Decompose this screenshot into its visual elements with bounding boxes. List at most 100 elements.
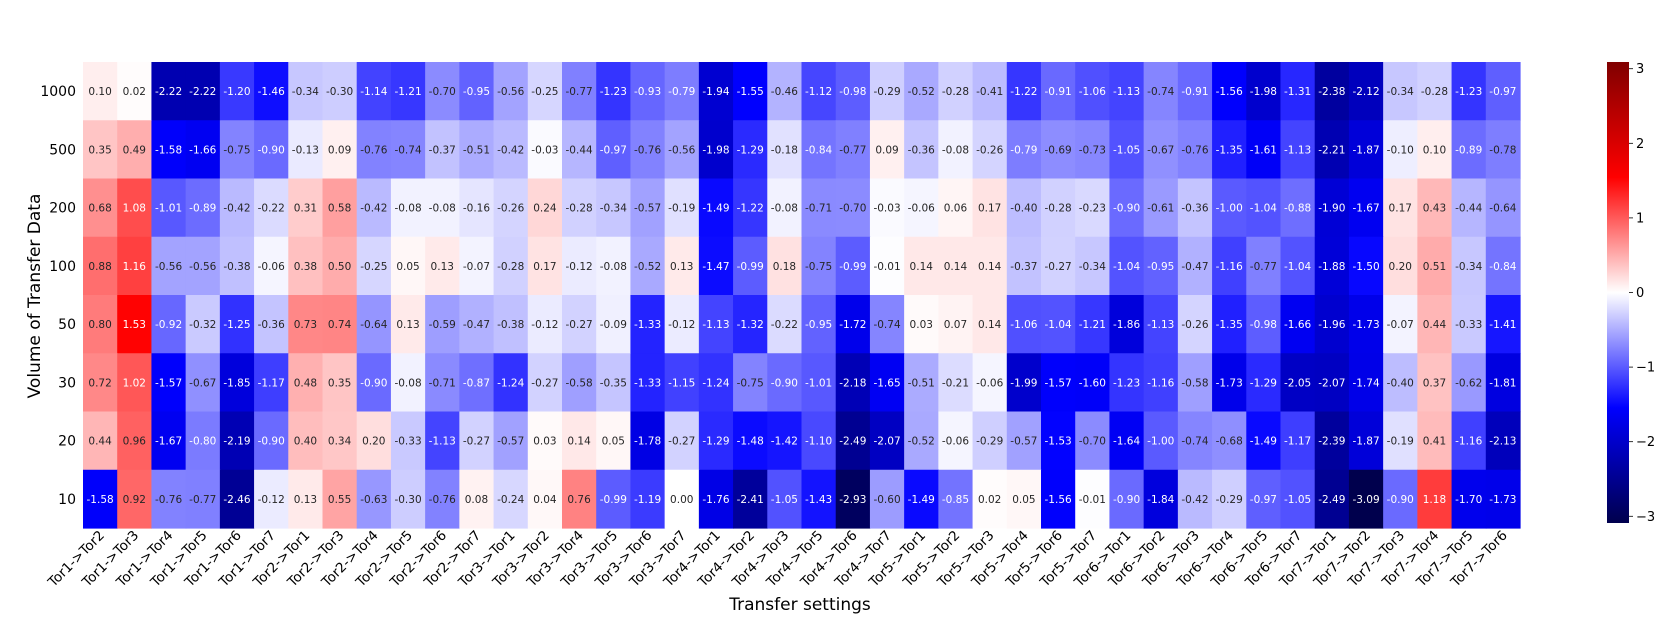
cell-value-label: -0.64 [1489, 203, 1516, 215]
cell-value-label: -0.91 [1181, 86, 1208, 98]
heatmap-cell [801, 236, 837, 296]
cell-value-label: -0.36 [908, 144, 935, 156]
cell-value-label: -1.16 [1216, 261, 1243, 273]
cell-value-label: 0.35 [88, 144, 111, 156]
heatmap-cell [459, 411, 495, 471]
cell-value-label: -0.67 [1147, 144, 1174, 156]
cell-value-label: -0.28 [566, 203, 593, 215]
heatmap-cell [117, 178, 153, 238]
cell-value-label: 0.68 [88, 203, 111, 215]
cell-value-label: -0.73 [1079, 144, 1106, 156]
cell-value-label: -0.27 [531, 377, 558, 389]
heatmap-cell [356, 120, 392, 180]
cell-value-label: -0.76 [634, 144, 661, 156]
heatmap-cell [254, 469, 289, 529]
cell-value-label: -0.84 [1489, 261, 1516, 273]
heatmap-cell [1212, 120, 1247, 180]
heatmap-cell [1109, 236, 1145, 296]
heatmap-cell [322, 411, 358, 471]
heatmap-cell [151, 62, 187, 121]
heatmap-cell [390, 178, 426, 238]
cell-value-label: -0.90 [1113, 494, 1140, 506]
cell-value-label: -0.61 [1147, 203, 1174, 215]
heatmap-cell [562, 178, 597, 238]
heatmap-cell [562, 469, 597, 529]
cell-value-label: -0.52 [634, 261, 661, 273]
cell-value-label: -1.12 [805, 86, 832, 98]
heatmap-cell [869, 120, 905, 180]
heatmap-cell [1246, 411, 1282, 471]
cell-value-label: -0.08 [600, 261, 627, 273]
cell-value-label: -1.04 [1113, 261, 1140, 273]
heatmap-cell [527, 295, 563, 354]
cell-value-label: -0.77 [566, 86, 593, 98]
cell-value-label: -0.74 [394, 144, 421, 156]
heatmap-cell [1177, 178, 1213, 238]
heatmap-cell [1485, 178, 1521, 238]
cell-value-label: -0.47 [463, 319, 490, 331]
heatmap-cell [185, 469, 221, 529]
heatmap-cell [356, 62, 392, 121]
heatmap-cell [698, 120, 734, 180]
cell-value-label: -1.66 [189, 144, 216, 156]
cell-value-label: -0.06 [908, 203, 935, 215]
heatmap-cell [1246, 62, 1282, 121]
y-tick-labels: 1000 500 200 100 50 30 20 10 [40, 84, 76, 508]
cell-value-label: -1.00 [1216, 203, 1243, 215]
cell-value-label: -0.52 [908, 86, 935, 98]
cell-value-label: -0.59 [429, 319, 456, 331]
cell-value-label: -1.35 [1216, 144, 1243, 156]
heatmap-cell [425, 353, 460, 413]
cell-value-label: -1.53 [1045, 436, 1072, 448]
heatmap-cell [698, 469, 734, 529]
cell-value-label: -0.28 [1421, 86, 1448, 98]
cell-value-label: -1.78 [634, 436, 661, 448]
cell-value-label: -0.30 [326, 86, 353, 98]
heatmap-cell [630, 62, 666, 121]
cell-value-label: -1.70 [1455, 494, 1482, 506]
heatmap-cell [219, 178, 255, 238]
cell-value-label: -0.60 [873, 494, 900, 506]
heatmap-cell [562, 353, 597, 413]
heatmap-cell [1109, 178, 1145, 238]
heatmap-cell [493, 62, 529, 121]
cell-value-label: -3.09 [1352, 494, 1379, 506]
cell-value-label: -0.89 [189, 203, 216, 215]
cell-value-label: -0.34 [600, 203, 627, 215]
cell-value-label: -0.79 [668, 86, 695, 98]
heatmap-cell [1006, 178, 1042, 238]
heatmap-cell [1212, 295, 1247, 354]
heatmap-cell [1348, 353, 1384, 413]
cell-value-label: -1.57 [155, 377, 182, 389]
cell-value-label: -1.42 [771, 436, 798, 448]
cell-value-label: -0.95 [805, 319, 832, 331]
cell-value-label: -0.07 [1387, 319, 1414, 331]
heatmap-cell [767, 469, 803, 529]
cell-value-label: 0.76 [567, 494, 591, 506]
heatmap-cell [254, 178, 289, 238]
cell-value-label: 0.58 [328, 203, 351, 215]
cell-value-label: -0.34 [292, 86, 319, 98]
heatmap-cell [835, 411, 871, 471]
heatmap-cell [1006, 411, 1042, 471]
cell-value-label: -0.76 [429, 494, 456, 506]
heatmap-cell [459, 295, 495, 354]
cell-value-label: -1.49 [702, 203, 729, 215]
heatmap-cell [630, 120, 666, 180]
heatmap-cell [288, 62, 324, 121]
heatmap-cell [1451, 353, 1487, 413]
heatmap-cell [1383, 353, 1418, 413]
heatmap-cell [1383, 62, 1418, 121]
heatmap-cell [904, 178, 939, 238]
heatmap-cell [1417, 62, 1453, 121]
heatmap-cell [425, 469, 460, 529]
heatmap-cell [869, 236, 905, 296]
cell-value-label: -0.27 [566, 319, 593, 331]
cell-value-label: -0.40 [1010, 203, 1037, 215]
heatmap-cell [801, 120, 837, 180]
cell-value-label: -0.77 [189, 494, 216, 506]
cell-value-label: -1.04 [1045, 319, 1072, 331]
heatmap-cell [801, 295, 837, 354]
heatmap-cell [1006, 353, 1042, 413]
cell-value-label: -0.37 [1010, 261, 1037, 273]
